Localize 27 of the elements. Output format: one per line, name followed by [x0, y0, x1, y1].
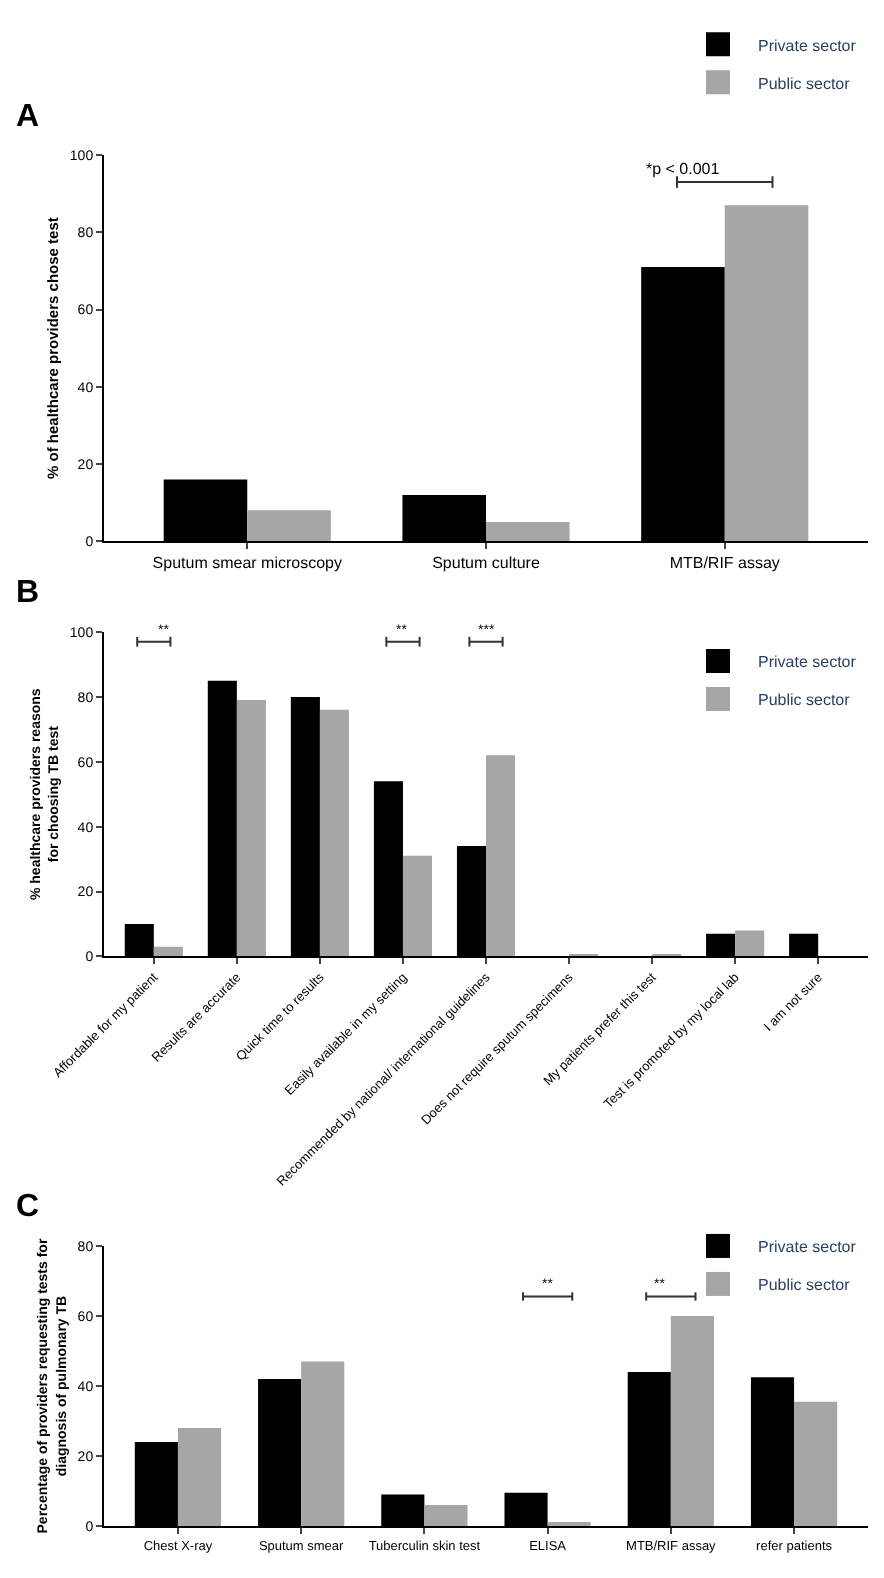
bar: [670, 1316, 714, 1527]
bar: [153, 946, 183, 957]
chart-title: B: [16, 576, 40, 610]
annotation: *p < 0.001: [646, 160, 721, 178]
legend-label: Public sector: [758, 1276, 851, 1295]
bar: [177, 1428, 222, 1527]
bar: [301, 1361, 345, 1527]
bar: [486, 521, 570, 542]
bar: [486, 755, 516, 957]
x-tick-label: MTB/RIF assay: [669, 554, 780, 573]
bar: [424, 1505, 468, 1527]
bar: [735, 930, 765, 957]
legend-label: Public sector: [758, 691, 851, 710]
x-tick-label: Sputum culture: [432, 554, 541, 573]
x-tick-label: Sputum smear microscopy: [152, 554, 342, 573]
legend-label: Private sector: [758, 36, 857, 55]
bar: [724, 205, 809, 542]
legend-label: Private sector: [758, 1238, 857, 1257]
legend-label: Public sector: [758, 74, 851, 93]
bar: [236, 700, 266, 957]
bar: [319, 709, 349, 957]
chart-title: A: [16, 100, 40, 134]
bar: [402, 855, 433, 957]
legend-label: Private sector: [758, 653, 857, 672]
bar: [247, 510, 331, 542]
chart-title: C: [16, 1190, 40, 1224]
bar: [794, 1401, 838, 1527]
